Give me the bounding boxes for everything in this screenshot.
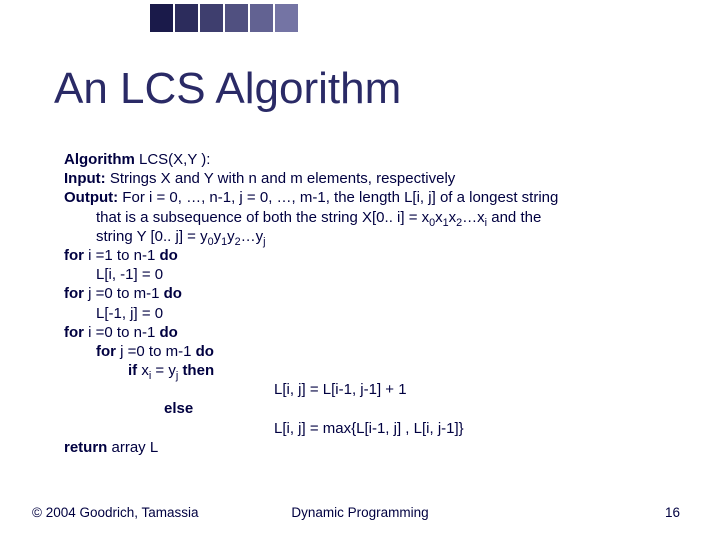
slide-footer: © 2004 Goodrich, Tamassia Dynamic Progra… — [0, 498, 720, 520]
text: = y — [151, 362, 176, 379]
line-signature: Algorithm LCS(X,Y ): — [64, 150, 680, 169]
text: and the — [487, 209, 541, 226]
sub: 0 — [429, 217, 435, 229]
line-output-1: Output: For i = 0, …, n-1, j = 0, …, m-1… — [64, 188, 680, 207]
sub: 0 — [208, 236, 214, 248]
text: LCS(X,Y ): — [135, 151, 211, 168]
text: x — [137, 362, 149, 379]
kw-do: do — [164, 285, 182, 302]
decor-bar — [225, 4, 248, 32]
line-else: else — [64, 399, 680, 418]
decor-bar — [275, 4, 298, 32]
line-if: if xi = yj then — [64, 361, 680, 380]
kw-for: for — [96, 343, 116, 360]
line-input: Input: Strings X and Y with n and m elem… — [64, 169, 680, 188]
slide: An LCS Algorithm Algorithm LCS(X,Y ): In… — [0, 0, 720, 540]
text: i =1 to n-1 — [84, 247, 159, 264]
line-for-j: for j =0 to m-1 do — [64, 342, 680, 361]
text: L[-1, j] = 0 — [96, 305, 163, 322]
line-for-j-init: for j =0 to m-1 do — [64, 284, 680, 303]
footer-center: Dynamic Programming — [0, 505, 720, 520]
text: array L — [107, 439, 158, 456]
line-output-3: string Y [0.. j] = y0y1y2…yj — [64, 227, 680, 246]
line-max: L[i, j] = max{L[i-1, j] , L[i, j-1]} — [64, 419, 680, 438]
text: …y — [241, 228, 264, 245]
text: L[i, -1] = 0 — [96, 266, 163, 283]
kw-output: Output: — [64, 189, 118, 206]
kw-if: if — [128, 362, 137, 379]
sub: j — [263, 236, 265, 248]
header-decor — [150, 4, 300, 32]
slide-title: An LCS Algorithm — [54, 64, 401, 114]
footer-page-number: 16 — [665, 505, 680, 520]
text: …x — [462, 209, 485, 226]
decor-bar — [150, 4, 173, 32]
kw-for: for — [64, 324, 84, 341]
text: L[i, j] = L[i-1, j-1] + 1 — [274, 381, 407, 398]
decor-bar — [250, 4, 273, 32]
decor-bar — [175, 4, 198, 32]
text: string Y [0.. j] = y — [96, 228, 208, 245]
text: For i = 0, …, n-1, j = 0, …, m-1, the le… — [118, 189, 558, 206]
line-return: return array L — [64, 438, 680, 457]
kw-else: else — [164, 400, 193, 417]
text: i =0 to n-1 — [84, 324, 159, 341]
decor-bar — [200, 4, 223, 32]
text: L[i, j] = max{L[i-1, j] , L[i, j-1]} — [274, 420, 464, 437]
kw-do: do — [159, 247, 177, 264]
kw-return: return — [64, 439, 107, 456]
sub: j — [176, 370, 178, 382]
kw-input: Input: — [64, 170, 106, 187]
sub: 1 — [221, 236, 227, 248]
text: Strings X and Y with n and m elements, r… — [106, 170, 456, 187]
sub: 1 — [443, 217, 449, 229]
line-for-i: for i =0 to n-1 do — [64, 323, 680, 342]
kw-then: then — [182, 362, 214, 379]
line-output-2: that is a subsequence of both the string… — [64, 208, 680, 227]
kw-do: do — [196, 343, 214, 360]
kw-algorithm: Algorithm — [64, 151, 135, 168]
text: j =0 to m-1 — [84, 285, 164, 302]
line-for-i-init: for i =1 to n-1 do — [64, 246, 680, 265]
line-init-col: L[-1, j] = 0 — [64, 304, 680, 323]
line-match: L[i, j] = L[i-1, j-1] + 1 — [64, 380, 680, 399]
line-init-row: L[i, -1] = 0 — [64, 265, 680, 284]
kw-for: for — [64, 285, 84, 302]
kw-do: do — [159, 324, 177, 341]
text: that is a subsequence of both the string… — [96, 209, 429, 226]
text: j =0 to m-1 — [116, 343, 196, 360]
kw-for: for — [64, 247, 84, 264]
algorithm-body: Algorithm LCS(X,Y ): Input: Strings X an… — [64, 150, 680, 457]
